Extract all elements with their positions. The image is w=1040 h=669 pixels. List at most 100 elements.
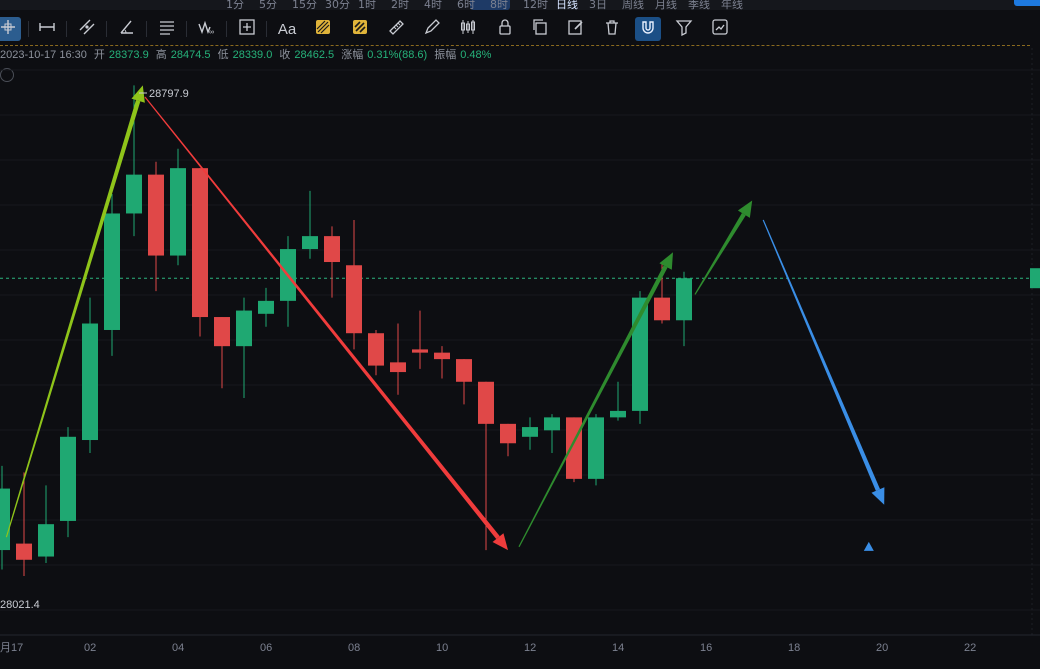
candle-body	[258, 300, 274, 314]
x-axis-tick-label: 08	[348, 642, 360, 654]
tool-ruler-plain[interactable]	[383, 17, 409, 41]
account-button[interactable]	[1014, 0, 1040, 6]
timeframe-6[interactable]: 4时	[424, 0, 442, 10]
candle	[500, 423, 516, 457]
svg-text:∞: ∞	[209, 29, 214, 36]
timeframe-11[interactable]: 3日	[589, 0, 607, 10]
timeframe-13[interactable]: 月线	[655, 0, 677, 10]
timeframe-7[interactable]: 6时	[457, 0, 475, 10]
triangle-angle-icon	[118, 18, 136, 41]
timeframe-0[interactable]: 1分	[226, 0, 244, 10]
tool-ruler[interactable]	[310, 17, 336, 41]
candle-body	[390, 362, 406, 373]
tool-lock[interactable]	[492, 17, 518, 41]
toolbar-separator	[146, 21, 147, 37]
tool-eraser[interactable]	[347, 17, 373, 41]
measure-box-icon	[238, 18, 256, 41]
trend-arrow[interactable]	[144, 96, 508, 551]
trend-arrow[interactable]	[518, 252, 673, 548]
text-tool-icon: Aa	[277, 20, 297, 38]
magnet-icon	[639, 18, 657, 41]
timeframe-4[interactable]: 1时	[358, 0, 376, 10]
timeframe-15[interactable]: 年线	[721, 0, 743, 10]
timeframe-1[interactable]: 5分	[259, 0, 277, 10]
candle	[368, 329, 384, 376]
candle-body	[346, 265, 362, 334]
arrow-head	[871, 487, 885, 505]
parallel-channel-icon	[78, 18, 96, 41]
tool-brush[interactable]	[419, 17, 445, 41]
timeframe-8[interactable]: 8时	[490, 0, 508, 10]
candle-body	[566, 417, 582, 479]
candle-body	[544, 417, 560, 431]
timeframe-10[interactable]: 日线	[556, 0, 578, 10]
candle	[522, 417, 538, 450]
arrow-head	[737, 200, 753, 218]
candle-body	[82, 323, 98, 441]
trend-arrow[interactable]	[694, 200, 753, 295]
candle	[192, 168, 208, 337]
high-price-label: 28797.9	[149, 88, 189, 100]
x-axis-tick-label: 06	[260, 642, 272, 654]
toolbar-separator	[266, 21, 267, 37]
crosshair-icon	[0, 18, 17, 41]
tool-measure[interactable]	[234, 17, 260, 41]
tool-delete[interactable]	[599, 17, 625, 41]
arrow-head	[492, 533, 508, 551]
candle	[390, 323, 406, 395]
filter-icon	[675, 18, 693, 41]
horizontal-line-icon	[38, 18, 56, 41]
drawing-toolbar: ∞ Aa	[0, 10, 1040, 46]
candle-body	[214, 317, 230, 347]
timeframe-14[interactable]: 季线	[688, 0, 710, 10]
tool-text[interactable]: Aa	[274, 17, 300, 41]
arrow-shaft	[144, 96, 500, 539]
collapse-info-icon[interactable]	[0, 68, 14, 82]
arrow-shaft	[762, 219, 881, 491]
tool-filter[interactable]	[671, 17, 697, 41]
tool-copy[interactable]	[527, 17, 553, 41]
x-axis-tick-label: 月17	[0, 642, 23, 654]
candle-body	[588, 417, 604, 479]
timeframe-3[interactable]: 30分	[325, 0, 350, 10]
candle	[0, 465, 10, 570]
timeframe-9[interactable]: 12时	[523, 0, 548, 10]
tool-angle[interactable]	[114, 17, 140, 41]
x-axis-tick-label: 16	[700, 642, 712, 654]
candle	[16, 472, 32, 576]
candle	[566, 417, 582, 483]
candle-body	[522, 427, 538, 437]
timeframe-12[interactable]: 周线	[622, 0, 644, 10]
ohlc-high-label: 高	[155, 49, 167, 61]
candle-body	[654, 297, 670, 321]
tool-candles[interactable]	[455, 17, 481, 41]
timeframe-5[interactable]: 2时	[391, 0, 409, 10]
tool-sync[interactable]	[707, 17, 733, 41]
trend-arrow[interactable]	[5, 85, 145, 538]
candlestick-icon	[459, 18, 477, 41]
tool-fibonacci[interactable]	[154, 17, 180, 41]
candle	[60, 427, 76, 538]
tool-crosshair[interactable]	[0, 17, 21, 41]
ruler-icon	[387, 18, 405, 41]
candle	[38, 485, 54, 564]
tool-pattern[interactable]: ∞	[194, 17, 220, 41]
alert-price-line	[0, 45, 1030, 46]
x-axis-tick-label: 20	[876, 642, 888, 654]
signal-triangle-icon[interactable]	[863, 541, 874, 551]
candle-body	[500, 423, 516, 444]
edit-note-icon	[567, 18, 585, 41]
tool-edit[interactable]	[563, 17, 589, 41]
x-axis-tick-label: 02	[84, 642, 96, 654]
trend-arrow[interactable]	[762, 219, 885, 505]
toolbar-separator	[28, 21, 29, 37]
low-price-label: 28021.4	[0, 599, 40, 611]
tool-magnet[interactable]	[635, 17, 661, 41]
timeframe-2[interactable]: 15分	[292, 0, 317, 10]
tool-horizontal-line[interactable]	[34, 17, 60, 41]
ohlc-close-value: 28462.5	[294, 49, 335, 61]
candle	[302, 190, 318, 259]
tool-channel[interactable]	[74, 17, 100, 41]
candle-body	[302, 236, 318, 250]
